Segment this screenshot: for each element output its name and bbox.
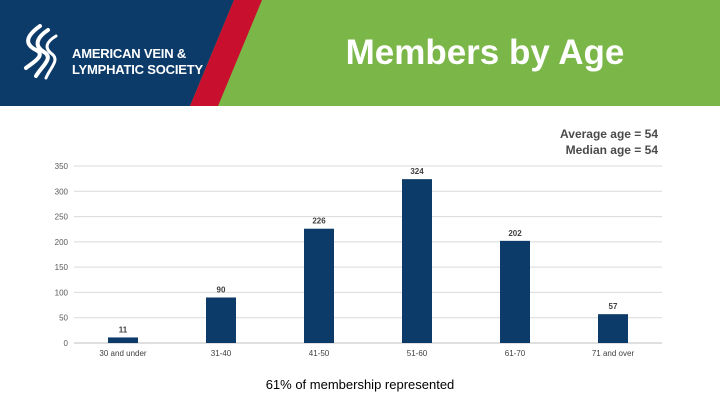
y-tick-label: 100 <box>55 288 69 297</box>
header-banner <box>0 0 720 106</box>
data-label: 57 <box>609 302 618 311</box>
bar <box>500 240 530 343</box>
banner-red-stripe <box>190 0 262 106</box>
median-age: Median age = 54 <box>565 143 658 157</box>
x-tick-label: 61-70 <box>505 349 526 358</box>
x-tick-label: 41-50 <box>309 349 330 358</box>
banner-navy <box>0 0 234 106</box>
org-name-line2: LYMPHATIC SOCIETY <box>72 62 203 77</box>
data-label: 324 <box>410 167 424 176</box>
age-stats: Average age = 54 Median age = 54 <box>560 126 658 158</box>
organization-name: AMERICAN VEIN & LYMPHATIC SOCIETY <box>72 46 203 78</box>
data-label: 226 <box>312 217 326 226</box>
data-label: 90 <box>217 285 226 294</box>
bar <box>206 297 236 343</box>
bar <box>598 314 628 343</box>
x-tick-label: 71 and over <box>592 349 635 358</box>
membership-footnote: 61% of membership represented <box>265 377 455 392</box>
data-label: 11 <box>119 325 128 334</box>
society-logo <box>24 24 58 80</box>
x-tick-label: 51-60 <box>407 349 428 358</box>
x-tick-label: 30 and under <box>99 349 146 358</box>
bar <box>304 228 334 343</box>
org-name-line1: AMERICAN VEIN & <box>72 46 187 61</box>
y-tick-label: 250 <box>55 213 69 222</box>
y-tick-label: 0 <box>64 339 69 348</box>
slide-title: Members by Age <box>345 33 625 72</box>
bar <box>402 179 432 343</box>
data-label: 202 <box>508 229 522 238</box>
y-tick-label: 50 <box>59 314 68 323</box>
y-tick-label: 350 <box>55 162 69 171</box>
y-tick-label: 150 <box>55 263 69 272</box>
y-tick-label: 200 <box>55 238 69 247</box>
average-age: Average age = 54 <box>560 127 658 141</box>
bar <box>108 337 138 343</box>
x-tick-label: 31-40 <box>211 349 232 358</box>
y-tick-label: 300 <box>55 187 69 196</box>
